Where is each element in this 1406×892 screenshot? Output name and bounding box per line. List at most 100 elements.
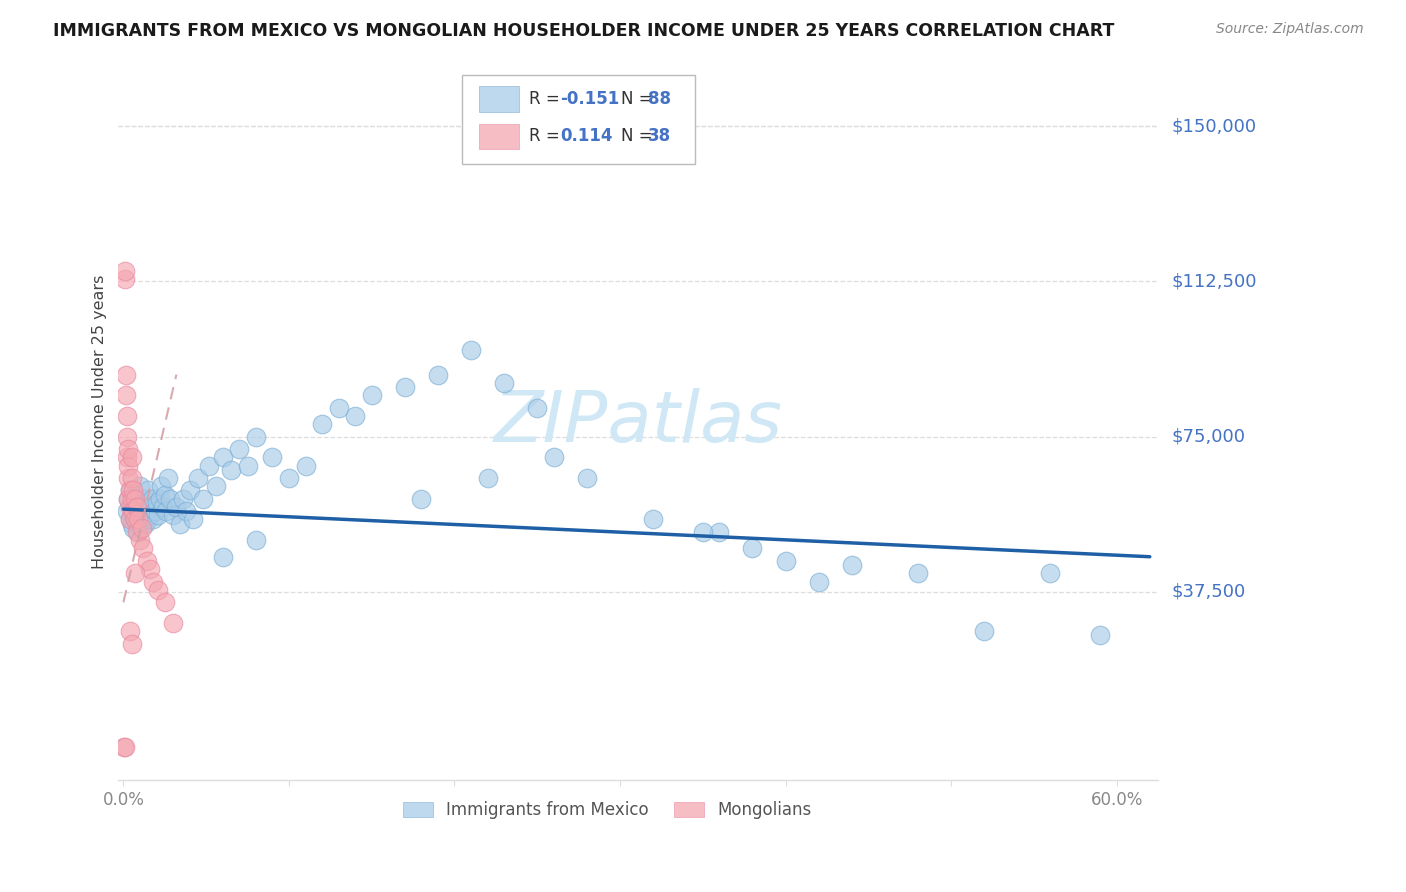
Point [245, 533, 267, 548]
Point [841, 558, 863, 572]
Point [124, 512, 146, 526]
Point [149, 491, 172, 506]
Point [211, 549, 233, 564]
FancyBboxPatch shape [479, 87, 519, 112]
Point [136, 483, 159, 498]
Point [124, 512, 146, 526]
Point [115, 388, 138, 402]
Point [132, 508, 155, 523]
Point [153, 488, 176, 502]
Point [741, 541, 763, 556]
Point [135, 554, 157, 568]
Point [187, 471, 209, 485]
Point [262, 450, 284, 465]
Point [115, 409, 138, 423]
Point [172, 491, 194, 506]
Point [112, 740, 135, 755]
Point [344, 409, 367, 423]
Point [121, 637, 143, 651]
Point [132, 541, 155, 556]
FancyBboxPatch shape [461, 75, 696, 164]
Point [114, 264, 136, 278]
Point [118, 483, 141, 498]
Point [169, 516, 191, 531]
Point [125, 524, 148, 539]
Point [907, 566, 929, 581]
Point [118, 500, 141, 514]
Point [228, 442, 250, 456]
Y-axis label: Householder Income Under 25 years: Householder Income Under 25 years [93, 275, 107, 569]
Text: 38: 38 [648, 128, 671, 145]
Point [643, 512, 665, 526]
Point [155, 504, 177, 518]
Point [139, 562, 162, 576]
Point [125, 500, 148, 514]
Point [211, 450, 233, 465]
Point [179, 483, 201, 498]
Text: IMMIGRANTS FROM MEXICO VS MONGOLIAN HOUSEHOLDER INCOME UNDER 25 YEARS CORRELATIO: IMMIGRANTS FROM MEXICO VS MONGOLIAN HOUS… [53, 22, 1115, 40]
Text: R =: R = [529, 128, 560, 145]
Point [121, 471, 143, 485]
Point [125, 500, 148, 514]
Point [131, 496, 153, 510]
Point [142, 574, 165, 589]
Point [219, 463, 242, 477]
Point [132, 500, 155, 514]
Point [1039, 566, 1062, 581]
Point [181, 512, 204, 526]
Point [115, 450, 138, 465]
Point [198, 458, 221, 473]
Point [127, 491, 149, 506]
Text: $150,000: $150,000 [1173, 117, 1257, 136]
Point [360, 388, 382, 402]
Point [152, 500, 174, 514]
Point [526, 401, 548, 415]
Point [136, 512, 159, 526]
Text: N =: N = [620, 90, 652, 108]
Point [153, 595, 176, 609]
Point [124, 504, 146, 518]
Point [118, 512, 141, 526]
Point [134, 516, 156, 531]
Point [127, 524, 149, 539]
Point [775, 554, 797, 568]
Text: $37,500: $37,500 [1173, 583, 1246, 601]
Point [131, 521, 153, 535]
Point [426, 368, 449, 382]
Point [162, 508, 184, 523]
Point [121, 516, 143, 531]
Point [127, 508, 149, 523]
Point [122, 504, 145, 518]
Text: ZIPatlas: ZIPatlas [494, 388, 783, 457]
Point [205, 479, 228, 493]
Point [124, 566, 146, 581]
Point [122, 496, 145, 510]
Text: 88: 88 [648, 90, 671, 108]
Point [117, 491, 139, 506]
Point [118, 624, 141, 639]
Point [807, 574, 830, 589]
Point [159, 491, 181, 506]
FancyBboxPatch shape [479, 123, 519, 149]
Point [125, 516, 148, 531]
Point [131, 516, 153, 531]
Text: Source: ZipAtlas.com: Source: ZipAtlas.com [1216, 22, 1364, 37]
Point [124, 491, 146, 506]
Point [135, 504, 157, 518]
Point [1088, 628, 1111, 642]
Point [394, 380, 416, 394]
Legend: Immigrants from Mexico, Mongolians: Immigrants from Mexico, Mongolians [396, 795, 818, 826]
Point [191, 491, 214, 506]
Point [129, 504, 152, 518]
Point [543, 450, 565, 465]
Text: N =: N = [620, 128, 652, 145]
Point [118, 483, 141, 498]
Point [129, 512, 152, 526]
Point [129, 533, 152, 548]
Point [121, 500, 143, 514]
Point [121, 491, 143, 506]
Point [146, 582, 169, 597]
Point [122, 508, 145, 523]
Point [115, 368, 138, 382]
Point [328, 401, 350, 415]
